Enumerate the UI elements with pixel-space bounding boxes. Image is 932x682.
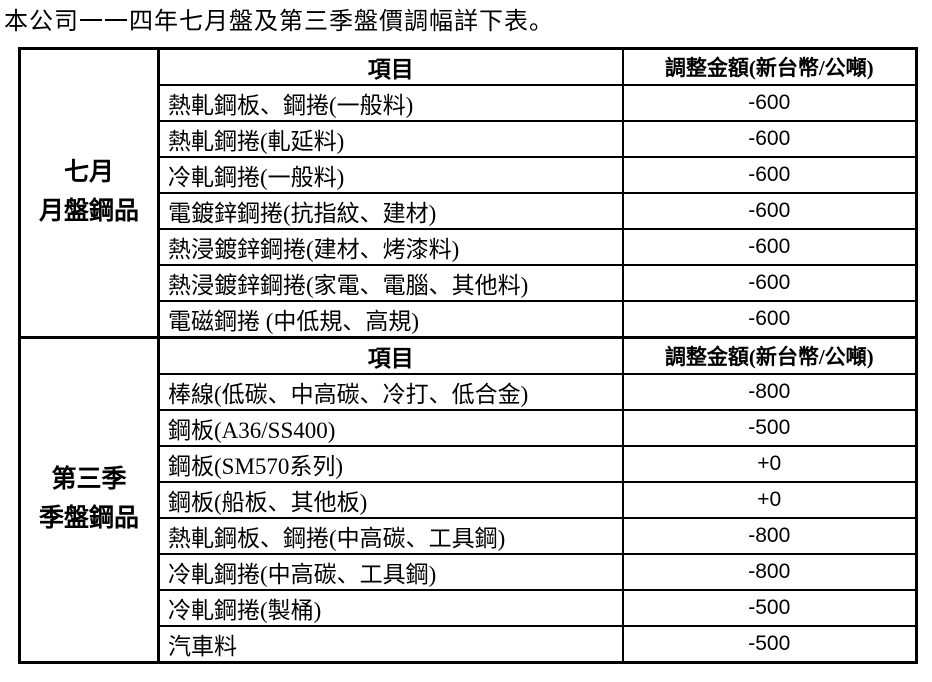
- column-header-amount: 調整金額(新台幣/公噸): [621, 47, 918, 87]
- item-cell: 熱浸鍍鋅鋼捲(家電、電腦、其他料): [157, 264, 624, 303]
- amount-cell: -500: [621, 589, 918, 628]
- amount-cell: -600: [621, 120, 918, 159]
- table-row: 熱軋鋼板、鋼捲(中高碳、工具鋼) -800: [20, 517, 918, 556]
- group-label-q3: 第三季 季盤鋼品: [18, 336, 160, 664]
- item-cell: 冷軋鋼捲(製桶): [157, 589, 624, 628]
- amount-cell: +0: [621, 445, 918, 484]
- amount-cell: -600: [621, 192, 918, 231]
- table-row: 鋼板(SM570系列) +0: [20, 445, 918, 484]
- item-cell: 鋼板(A36/SS400): [157, 409, 624, 448]
- table-row: 熱軋鋼捲(軋延料) -600: [20, 120, 918, 159]
- table-row: 冷軋鋼捲(中高碳、工具鋼) -800: [20, 553, 918, 592]
- table-row: 鋼板(A36/SS400) -500: [20, 409, 918, 448]
- section-july-monthly: 七月 月盤鋼品 項目 調整金額(新台幣/公噸) 熱軋鋼板、鋼捲(一般料) -60…: [18, 47, 918, 339]
- table-row: 熱浸鍍鋅鋼捲(家電、電腦、其他料) -600: [20, 264, 918, 303]
- item-cell: 汽車料: [157, 625, 624, 664]
- column-header-amount: 調整金額(新台幣/公噸): [621, 336, 918, 376]
- section-third-quarter: 第三季 季盤鋼品 項目 調整金額(新台幣/公噸) 棒線(低碳、中高碳、冷打、低合…: [18, 336, 918, 664]
- amount-cell: -600: [621, 300, 918, 339]
- item-cell: 電磁鋼捲 (中低規、高規): [157, 300, 624, 339]
- table-row: 電磁鋼捲 (中低規、高規) -600: [20, 300, 918, 339]
- table-row: 電鍍鋅鋼捲(抗指紋、建材) -600: [20, 192, 918, 231]
- group-label-line2: 季盤鋼品: [38, 505, 139, 533]
- item-cell: 冷軋鋼捲(一般料): [157, 156, 624, 195]
- amount-cell: -600: [621, 228, 918, 267]
- amount-cell: -500: [621, 409, 918, 448]
- amount-cell: -600: [621, 264, 918, 303]
- group-label-line1: 第三季: [51, 466, 127, 494]
- amount-cell: -500: [621, 625, 918, 664]
- item-cell: 鋼板(SM570系列): [157, 445, 624, 484]
- price-adjustment-table: 七月 月盤鋼品 項目 調整金額(新台幣/公噸) 熱軋鋼板、鋼捲(一般料) -60…: [18, 47, 918, 665]
- amount-cell: -600: [621, 156, 918, 195]
- item-cell: 熱軋鋼捲(軋延料): [157, 120, 624, 159]
- column-header-item: 項目: [157, 47, 624, 87]
- group-label-july: 七月 月盤鋼品: [18, 47, 160, 339]
- table-row: 冷軋鋼捲(一般料) -600: [20, 156, 918, 195]
- document-title: 本公司一一四年七月盤及第三季盤價調幅詳下表。: [4, 9, 554, 35]
- amount-cell: +0: [621, 481, 918, 520]
- column-header-item: 項目: [157, 336, 624, 376]
- table-row: 鋼板(船板、其他板) +0: [20, 481, 918, 520]
- table-row: 汽車料 -500: [20, 625, 918, 664]
- item-cell: 電鍍鋅鋼捲(抗指紋、建材): [157, 192, 624, 231]
- item-cell: 熱浸鍍鋅鋼捲(建材、烤漆料): [157, 228, 624, 267]
- table-row: 棒線(低碳、中高碳、冷打、低合金) -800: [20, 373, 918, 412]
- amount-cell: -800: [621, 553, 918, 592]
- item-cell: 熱軋鋼板、鋼捲(中高碳、工具鋼): [157, 517, 624, 556]
- group-label-line1: 七月: [63, 159, 114, 187]
- table-row: 熱軋鋼板、鋼捲(一般料) -600: [20, 84, 918, 123]
- amount-cell: -800: [621, 373, 918, 412]
- amount-cell: -800: [621, 517, 918, 556]
- item-cell: 冷軋鋼捲(中高碳、工具鋼): [157, 553, 624, 592]
- group-label-line2: 月盤鋼品: [38, 198, 139, 226]
- table-header-row: 七月 月盤鋼品 項目 調整金額(新台幣/公噸): [18, 47, 918, 339]
- item-cell: 熱軋鋼板、鋼捲(一般料): [157, 84, 624, 123]
- amount-cell: -600: [621, 84, 918, 123]
- table-row: 熱浸鍍鋅鋼捲(建材、烤漆料) -600: [20, 228, 918, 267]
- item-cell: 鋼板(船板、其他板): [157, 481, 624, 520]
- item-cell: 棒線(低碳、中高碳、冷打、低合金): [157, 373, 624, 412]
- table-row: 冷軋鋼捲(製桶) -500: [20, 589, 918, 628]
- table-header-row: 第三季 季盤鋼品 項目 調整金額(新台幣/公噸): [18, 336, 918, 664]
